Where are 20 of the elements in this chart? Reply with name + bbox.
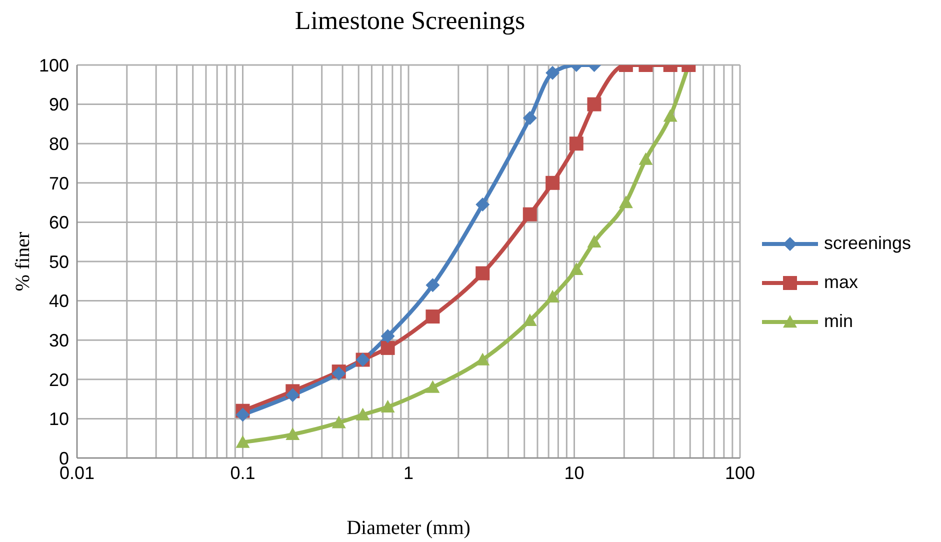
y-tick-label: 20 [48, 370, 69, 390]
chart-title: Limestone Screenings [294, 6, 526, 36]
y-tick-label: 70 [48, 173, 69, 194]
x-tick-label: 1 [403, 462, 414, 483]
y-tick-label: 100 [38, 55, 69, 76]
y-tick-label: 60 [48, 212, 69, 233]
y-tick-label: 30 [48, 330, 69, 350]
legend-label: min [824, 311, 854, 332]
y-tick-label: 10 [48, 409, 69, 430]
legend-label: screenings [824, 233, 912, 254]
y-tick-label: 90 [48, 94, 69, 115]
x-tick-label: 10 [564, 462, 584, 483]
x-tick-label: 0.1 [230, 462, 256, 483]
x-axis-title: Diameter (mm) [346, 517, 470, 539]
y-tick-label: 40 [48, 291, 69, 312]
y-axis-title: % finer [12, 231, 34, 292]
legend-label: max [824, 272, 858, 293]
y-tick-label: 80 [48, 134, 69, 154]
x-tick-label: 100 [724, 462, 756, 483]
y-tick-label: 50 [48, 252, 69, 272]
